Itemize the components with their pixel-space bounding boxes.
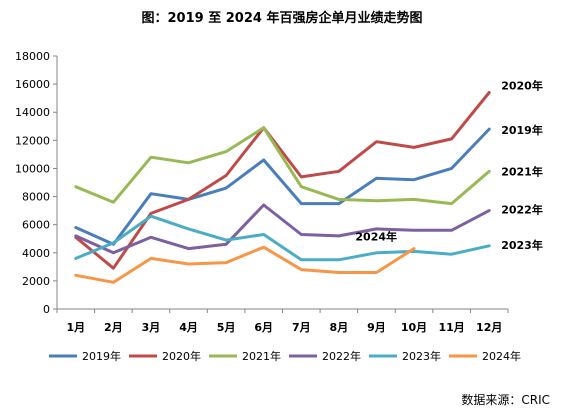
chart-title: 图：2019 至 2024 年百强房企单月业绩走势图 [141,11,423,26]
x-tick-label: 7月 [292,321,311,334]
series-line-2021年 [74,126,491,206]
y-tick-label: 16000 [15,78,50,91]
y-tick-label: 18000 [15,50,50,63]
source-note: 数据来源：CRIC [461,393,550,407]
x-tick-label: 11月 [438,321,464,334]
y-tick-label: 2000 [22,275,50,288]
x-tick-label: 12月 [476,321,502,334]
x-tick-label: 10月 [401,321,427,334]
series-end-label: 2020年 [501,79,543,93]
x-tick-label: 8月 [330,321,349,334]
series-end-label: 2019年 [501,123,543,137]
legend-label: 2023年 [402,349,441,363]
x-tick-label: 1月 [66,321,85,334]
x-tick-label: 2月 [104,321,123,334]
y-tick-label: 4000 [22,247,50,260]
x-tick-label: 5月 [217,321,236,334]
y-tick-label: 14000 [15,106,50,119]
legend-label: 2024年 [482,349,521,363]
series-end-label: 2022年 [501,203,543,217]
y-tick-label: 10000 [15,162,50,175]
series-line-2022年 [74,203,491,255]
y-tick-label: 8000 [22,191,50,204]
x-tick-label: 6月 [254,321,273,334]
series-line-2020年 [74,91,491,270]
y-tick-label: 12000 [15,134,50,147]
legend-label: 2021年 [242,349,281,363]
y-tick-label: 6000 [22,219,50,232]
series-line-2024年 [74,245,416,284]
legend-label: 2020年 [162,349,201,363]
x-tick-label: 9月 [367,321,386,334]
series-line-2019年 [74,127,491,246]
series-end-label: 2021年 [501,164,543,178]
series-end-label: 2024年 [355,230,397,244]
x-tick-label: 4月 [179,321,198,334]
series-line-2023年 [74,214,491,262]
legend-label: 2022年 [322,349,361,363]
legend-label: 2019年 [82,349,121,363]
x-tick-label: 3月 [142,321,161,334]
series-end-label: 2023年 [501,238,543,252]
y-tick-label: 0 [43,303,50,316]
